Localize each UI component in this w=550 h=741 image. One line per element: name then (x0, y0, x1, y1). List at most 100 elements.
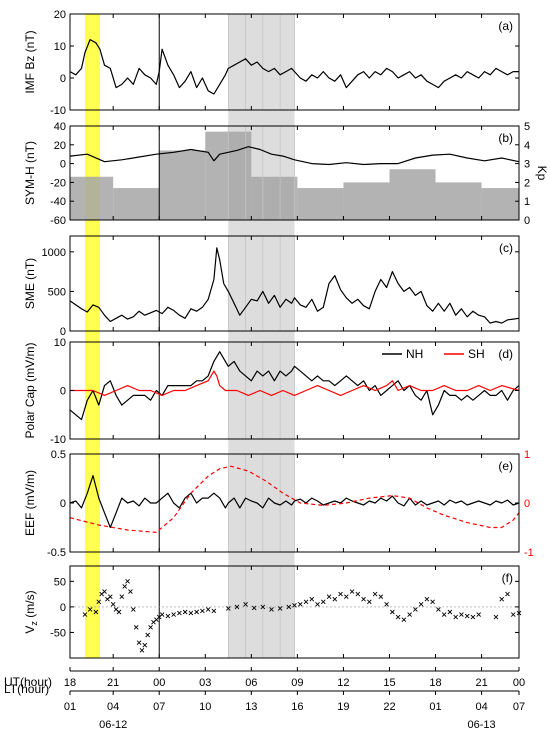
kp-bar (435, 182, 482, 220)
data-point (326, 594, 332, 599)
ut-tick-label: 12 (337, 677, 349, 689)
panel-frame (69, 235, 520, 332)
y-axis-label: IMF Bz (nT) (23, 30, 37, 93)
data-point (430, 599, 435, 605)
data-point (367, 599, 372, 605)
yellow-band (84, 14, 100, 658)
data-point (505, 591, 510, 597)
lt-tick-label: 01 (429, 701, 441, 713)
data-point (177, 610, 182, 616)
ut-tick-label: 06 (245, 677, 257, 689)
data-point (378, 594, 384, 599)
data-point (372, 591, 378, 597)
data-point (260, 604, 266, 610)
y-axis-label: EEF (mV/m) (23, 470, 37, 536)
panel-frame (69, 13, 520, 111)
data-point (82, 612, 88, 617)
lt-tick-label: 04 (475, 701, 487, 713)
data-point (384, 602, 389, 607)
y-tick-label: 10 (54, 337, 66, 349)
lt-tick-label: 13 (245, 701, 257, 713)
y-tick-label: 500 (48, 286, 66, 298)
data-point (205, 607, 211, 612)
right-tick-label: -1 (524, 547, 534, 559)
data-point (303, 599, 309, 605)
series-line (69, 465, 520, 533)
data-point (136, 640, 142, 645)
data-point (96, 599, 102, 605)
y-tick-label: 0 (60, 386, 66, 398)
data-point (102, 589, 107, 594)
highlight-bands (84, 14, 295, 658)
data-point (243, 602, 248, 607)
data-point (119, 594, 125, 599)
data-point (315, 602, 320, 607)
right-tick-label: 2 (524, 177, 530, 189)
series-line (69, 475, 520, 529)
panel-frame (69, 125, 520, 221)
panel-a: -10 0 10 20 IMF Bz (nT) (a) (23, 9, 520, 117)
data-point (122, 584, 128, 589)
data-point (131, 607, 136, 612)
data-point (320, 599, 326, 605)
panel-e: -0.5 0 0.5 -1 0 1 EEF (mV/m) (e) (23, 449, 534, 559)
data-point (297, 602, 303, 607)
data-point (395, 614, 401, 620)
data-point (107, 594, 113, 599)
y-tick-label: -20 (50, 177, 66, 189)
data-point (407, 612, 412, 617)
data-point (171, 612, 176, 617)
kp-bar (159, 150, 206, 220)
data-point (125, 579, 130, 584)
data-point (343, 594, 349, 599)
y-tick-label: 0 (60, 498, 66, 510)
panel-label: (b) (498, 131, 513, 145)
y-axis-label: Vz (m/s) (23, 590, 39, 633)
data-point (148, 625, 153, 630)
data-point (476, 612, 482, 617)
data-point (286, 604, 292, 610)
ut-tick-label: 18 (64, 677, 76, 689)
ut-tick-label: 00 (513, 677, 525, 689)
data-point (464, 613, 470, 619)
panel-c: 0 500 1000 SME (nT) (c) (23, 235, 520, 338)
data-point (447, 609, 453, 615)
ut-tick-label: 09 (291, 677, 303, 689)
data-point (234, 604, 240, 610)
data-point (159, 612, 165, 617)
data-point (110, 602, 116, 607)
data-point (459, 612, 464, 617)
data-point (309, 596, 315, 602)
y-tick-label: 0 (60, 326, 66, 338)
data-point (188, 610, 194, 616)
lt-tick-label: 04 (107, 701, 119, 713)
panel-label: (f) (502, 571, 513, 585)
y-axis-label: SYM-H (nT) (23, 141, 37, 205)
y-tick-label: -60 (50, 215, 66, 227)
lt-tick-label: 19 (337, 701, 349, 713)
lt-tick-label: 10 (199, 701, 211, 713)
data-point (182, 609, 188, 615)
data-point (355, 591, 361, 597)
panel-label: (e) (498, 459, 513, 473)
data-point (401, 617, 407, 622)
right-axis-label: Kp (535, 166, 549, 181)
y-tick-label: 0 (60, 159, 66, 171)
data-point (510, 612, 516, 617)
y-tick-label: 10 (54, 41, 66, 53)
panel-label: (d) (498, 347, 513, 361)
data-point (145, 632, 151, 638)
y-axis-label: Polar Cap (mV/m) (23, 342, 37, 438)
y-tick-label: 0 (60, 73, 66, 85)
y-tick-label: -0.5 (47, 547, 66, 559)
kp-bar (343, 182, 390, 220)
y-tick-label: -10 (50, 434, 66, 446)
data-point (418, 602, 424, 607)
kp-bar (70, 176, 114, 220)
right-tick-label: 3 (524, 159, 530, 171)
y-tick-label: 1000 (42, 247, 66, 259)
data-point (470, 614, 476, 620)
lt-tick-label: 16 (291, 701, 303, 713)
lt-tick-label: 07 (153, 701, 165, 713)
